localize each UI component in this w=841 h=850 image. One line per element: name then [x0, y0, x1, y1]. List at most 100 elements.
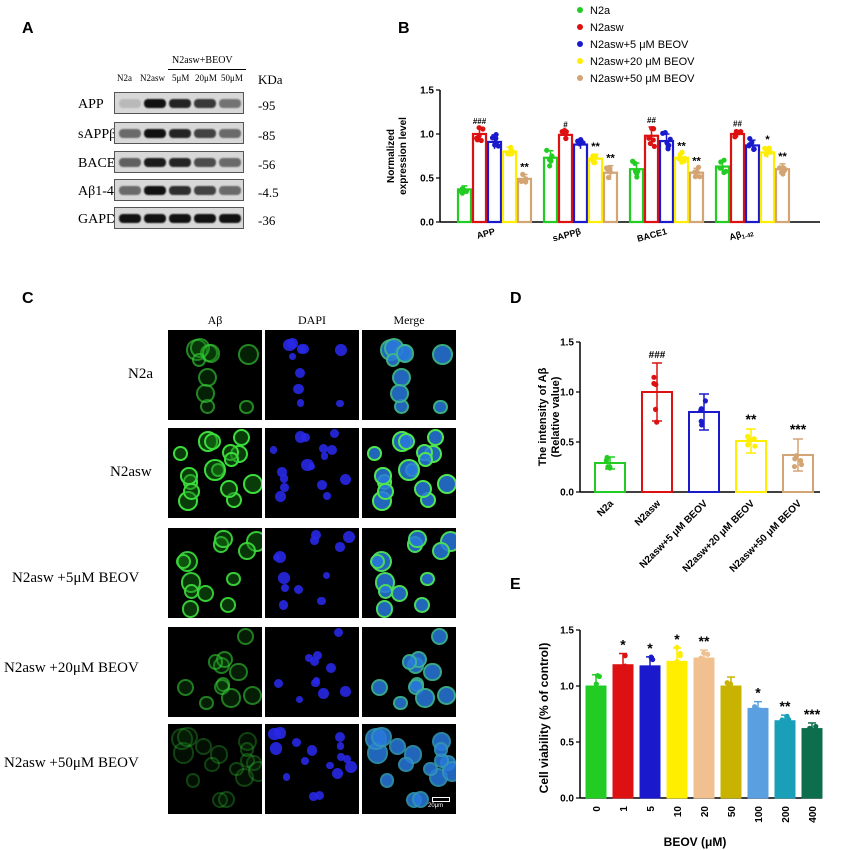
chart-e-bar: [585, 685, 607, 799]
chart-d-x-tick-label: N2asw: [633, 498, 663, 528]
cell-blob: [298, 344, 309, 355]
chart-b-bar: [557, 133, 574, 224]
wb-band: [169, 99, 191, 108]
cell-blob: [314, 790, 325, 801]
chart-e-bar: [666, 660, 688, 799]
cell-blob: [238, 542, 257, 560]
chart-e-significance: *: [674, 631, 680, 647]
chart-e-point: [781, 721, 787, 727]
cell-blob: [207, 654, 223, 670]
chart-e-x-tick-label: 400: [808, 806, 819, 823]
cell-blob: [229, 762, 244, 777]
chart-e-point: [705, 651, 711, 657]
chart-e-point: [698, 655, 704, 661]
chart-b-point: [546, 157, 553, 163]
wb-protein-label: APP: [78, 97, 104, 112]
wb-band: [194, 186, 216, 195]
chart-b-significance: *: [765, 134, 770, 146]
cell-blob: [393, 695, 408, 711]
cell-blob: [395, 344, 415, 363]
wb-band: [144, 214, 166, 223]
chart-e-point: [807, 725, 813, 731]
chart-b-point: [679, 149, 685, 155]
cell-blob: [292, 738, 302, 748]
chart-b-point: [592, 153, 599, 159]
cell-blob: [370, 679, 389, 697]
cell-blob: [289, 352, 297, 360]
wb-band: [119, 186, 141, 195]
cell-blob: [417, 452, 433, 467]
wb-band: [194, 214, 216, 223]
cell-blob: [232, 428, 251, 447]
chart-b-legend-marker: [577, 75, 583, 81]
chart-e-x-tick-label: 100: [754, 806, 765, 823]
chart-b-point: [646, 135, 652, 141]
cell-blob: [280, 583, 289, 592]
wb-lane-label: 50μM: [221, 73, 243, 83]
chart-e-bar: [639, 665, 661, 799]
cell-blob: [306, 745, 317, 756]
wb-blot-strip: [114, 122, 244, 144]
chart-b-significance: #: [563, 120, 568, 129]
cell-blob: [344, 760, 357, 773]
chart-b-bar: [774, 168, 791, 224]
cell-blob: [323, 571, 331, 579]
cell-blob: [293, 383, 304, 395]
cell-blob: [301, 458, 314, 472]
cell-blob: [228, 662, 248, 682]
chart-b-legend-label: N2a: [590, 5, 611, 17]
cell-blob: [239, 399, 254, 415]
scale-bar: [432, 797, 450, 802]
cell-blob: [177, 727, 198, 748]
chart-e-bar: [612, 664, 634, 799]
wb-band: [119, 99, 141, 108]
chart-b-significance: ##: [733, 119, 742, 128]
cell-blob: [379, 773, 395, 788]
chart-d-point: [652, 406, 659, 412]
micrograph-tile: [168, 724, 262, 814]
wb-band: [219, 158, 241, 167]
chart-d-point: [699, 422, 705, 428]
cell-blob: [293, 584, 304, 594]
wb-kda-value: -4.5: [258, 185, 279, 200]
chart-b-point: [578, 137, 584, 143]
chart-e-significance: *: [647, 640, 653, 656]
wb-band: [219, 99, 241, 108]
chart-b-point: [493, 132, 499, 138]
chart-b-legend-label: N2asw: [590, 22, 624, 34]
chart-e-point: [755, 711, 761, 717]
chart-b-point: [667, 136, 673, 142]
panel-letter-b: B: [398, 20, 410, 37]
panel-letter-e: E: [510, 576, 521, 593]
cell-blob: [278, 600, 289, 610]
chart-e-point: [674, 644, 680, 651]
chart-d-point: [744, 433, 751, 440]
cell-blob: [414, 480, 433, 499]
wb-kda-value: -95: [258, 98, 276, 113]
chart-b-point: [544, 147, 550, 153]
cell-blob: [296, 398, 305, 407]
chart-e-viability: 0.0 0.5 1.0 1.5 Cell viability (% of control…: [537, 626, 823, 849]
mic-row-label: N2asw +20μM BEOV: [4, 660, 139, 676]
chart-d-x-tick-label: N2a: [595, 498, 616, 519]
cell-blob: [326, 445, 337, 456]
chart-d-significance: ###: [649, 350, 666, 361]
panel-letter-a: A: [22, 20, 34, 37]
cell-blob: [287, 337, 299, 349]
chart-e-significance: *: [620, 637, 626, 653]
cell-blob: [238, 344, 259, 365]
chart-d-point: [607, 465, 613, 471]
chart-d-point: [752, 443, 758, 449]
cell-blob: [377, 583, 394, 600]
cell-blob: [336, 399, 344, 408]
chart-b-point: [649, 125, 655, 132]
wb-band: [169, 214, 191, 223]
cell-blob: [375, 600, 394, 618]
chart-e-x-tick-label: 5: [646, 806, 657, 812]
cell-blob: [432, 542, 451, 560]
chart-e-point: [596, 673, 602, 680]
chart-e-y-tick-label: 0.0: [560, 794, 574, 805]
mic-row-label: N2asw: [110, 464, 152, 480]
chart-b-bar: [673, 156, 690, 224]
cell-blob: [300, 432, 311, 442]
